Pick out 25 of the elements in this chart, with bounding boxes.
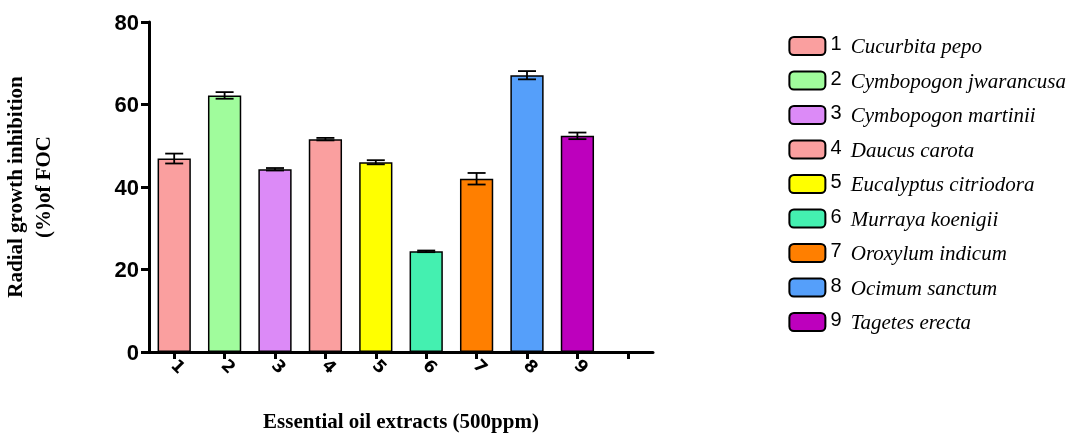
legend-label: 4 Daucus carota xyxy=(830,135,975,162)
x-axis-title: Essential oil extracts (500ppm) xyxy=(263,408,539,433)
y-axis-title: Radial growth inhibition (%)of FOC xyxy=(3,76,55,298)
y-tick-label: 60 xyxy=(114,92,139,117)
x-tick-label: 8 xyxy=(519,354,543,378)
y-tick-label: 40 xyxy=(114,174,139,200)
x-tick-label: 9 xyxy=(570,354,593,378)
x-tick-label: 5 xyxy=(368,354,392,378)
legend-label: 3 Cymbopogon martinii xyxy=(830,101,1036,127)
legend-label: 6 Murraya koenigii xyxy=(830,204,999,231)
x-tick-label: 3 xyxy=(267,354,291,378)
legend-label: 7 Oroxylum indicum xyxy=(830,239,1007,265)
legend-label: 1 Cucurbita pepo xyxy=(830,32,982,58)
y-tick-label: 80 xyxy=(114,9,139,35)
x-tick-label: 6 xyxy=(419,354,442,378)
x-tick-label: 7 xyxy=(469,354,493,378)
x-tick-label: 4 xyxy=(318,354,341,378)
legend-label: 9 Tagetes erecta xyxy=(830,308,972,334)
legend-label: 2 Cymbopogon jwarancusa xyxy=(830,66,1066,93)
y-tick-label: 0 xyxy=(126,339,139,365)
x-tick-label: 2 xyxy=(217,354,241,378)
legend-label: 5 Eucalyptus citriodora xyxy=(830,170,1035,196)
y-tick-label: 20 xyxy=(114,257,139,282)
x-tick-label: 1 xyxy=(167,354,190,378)
legend-label: 8 Ocimum sanctum xyxy=(830,273,998,300)
